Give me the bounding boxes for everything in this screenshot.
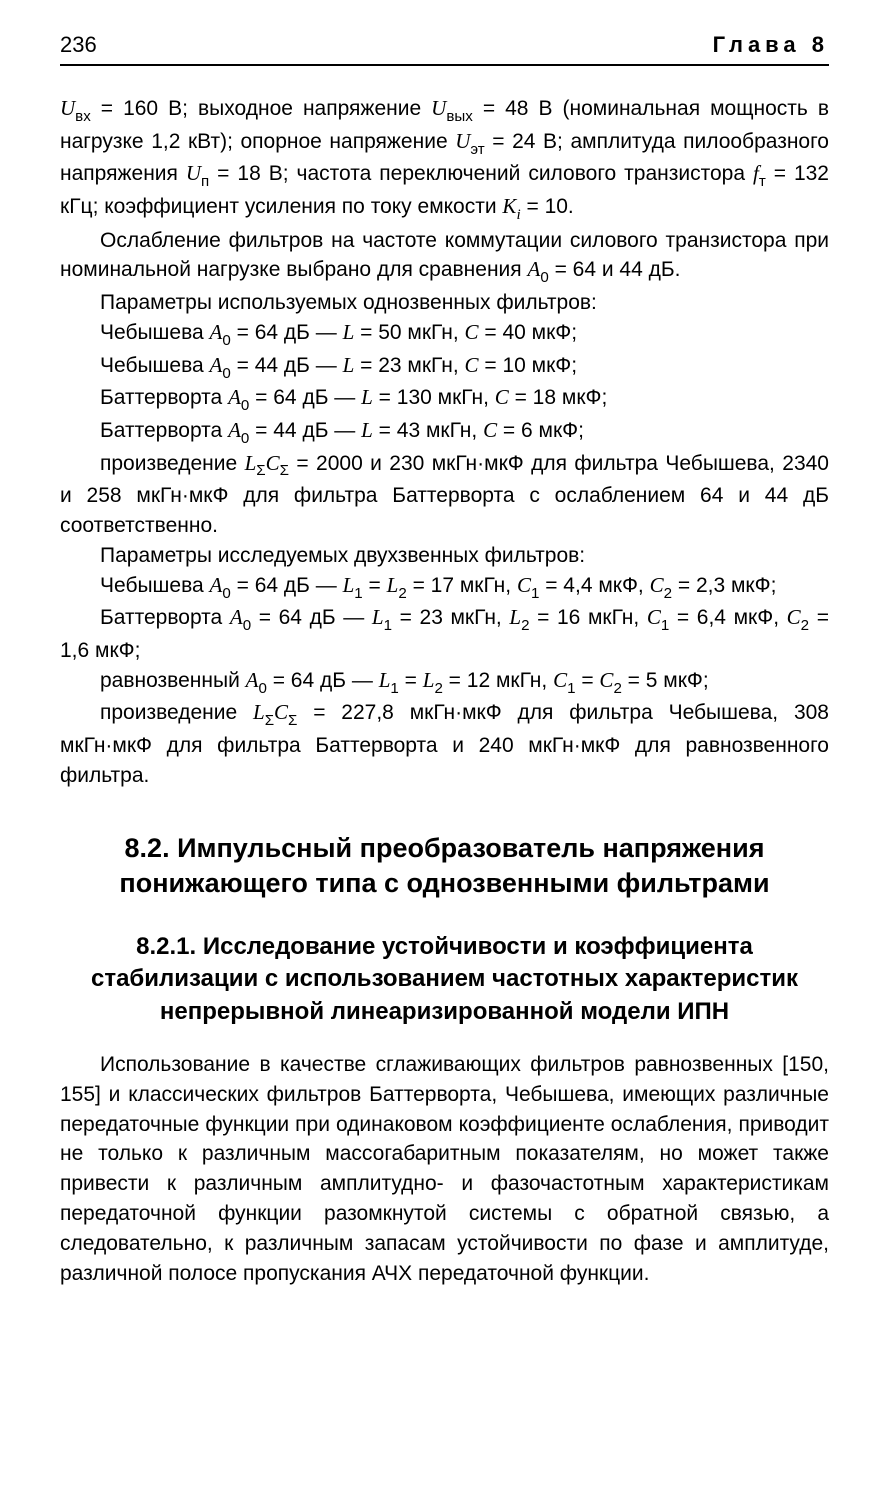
page-number: 236 xyxy=(60,32,97,58)
section-title: 8.2. Импульсный преобразователь напряжен… xyxy=(100,831,789,901)
paragraph-12: равнозвенный A0 = 64 дБ — L1 = L2 = 12 м… xyxy=(60,666,829,699)
paragraph-3: Параметры используемых однозвенных фильт… xyxy=(60,288,829,318)
paragraph-2: Ослабление фильтров на частоте коммутаци… xyxy=(60,226,829,288)
paragraph-10: Чебышева A0 = 64 дБ — L1 = L2 = 17 мкГн,… xyxy=(60,571,829,604)
paragraph-11: Баттерворта A0 = 64 дБ — L1 = 23 мкГн, L… xyxy=(60,603,829,665)
chapter-label: Глава 8 xyxy=(713,32,829,58)
page: 236 Глава 8 Uвх = 160 В; выходное напряж… xyxy=(0,0,889,1500)
paragraph-5: Чебышева A0 = 44 дБ — L = 23 мкГн, C = 1… xyxy=(60,351,829,384)
page-header: 236 Глава 8 xyxy=(60,32,829,66)
body-text: Uвх = 160 В; выходное напряжение Uвых = … xyxy=(60,94,829,1289)
subsection-title: 8.2.1. Исследование устойчивости и коэфф… xyxy=(70,931,819,1028)
paragraph-4: Чебышева A0 = 64 дБ — L = 50 мкГн, C = 4… xyxy=(60,318,829,351)
paragraph-9: Параметры исследуемых двухзвенных фильтр… xyxy=(60,541,829,571)
paragraph-14: Использование в качестве сглаживающих фи… xyxy=(60,1050,829,1289)
paragraph-8: произведение LΣCΣ = 2000 и 230 мкГн·мкФ … xyxy=(60,449,829,541)
paragraph-13: произведение LΣCΣ = 227,8 мкГн·мкФ для ф… xyxy=(60,698,829,790)
paragraph-6: Баттерворта A0 = 64 дБ — L = 130 мкГн, C… xyxy=(60,383,829,416)
paragraph-7: Баттерворта A0 = 44 дБ — L = 43 мкГн, C … xyxy=(60,416,829,449)
paragraph-1: Uвх = 160 В; выходное напряжение Uвых = … xyxy=(60,94,829,226)
